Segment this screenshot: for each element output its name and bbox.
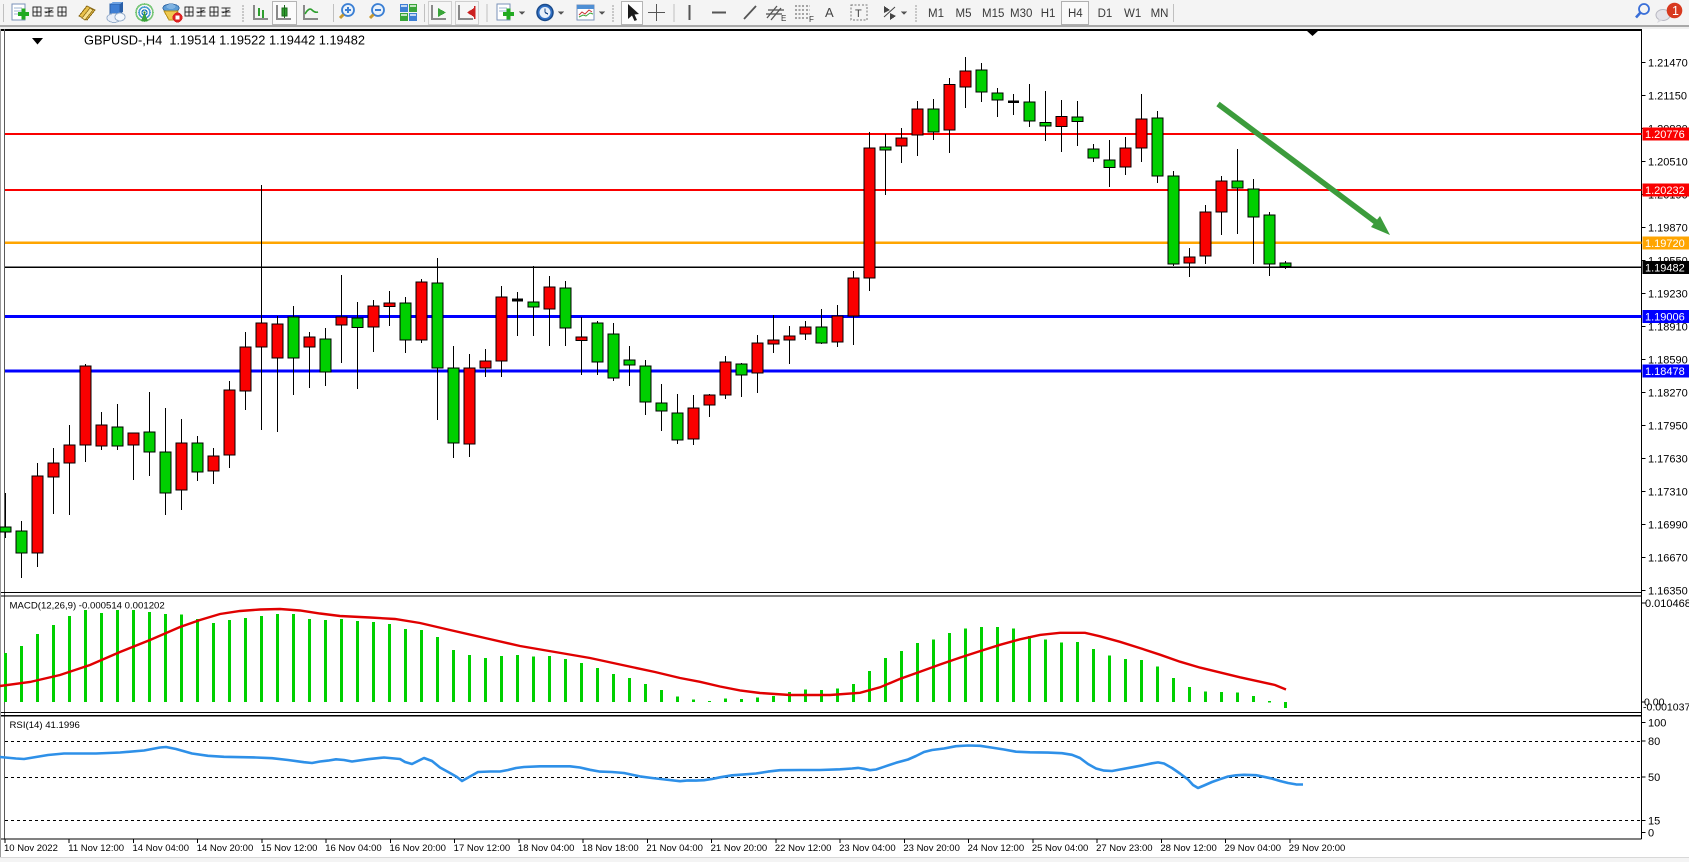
svg-text:1.17950: 1.17950 bbox=[1648, 421, 1688, 433]
svg-text:W1: W1 bbox=[1124, 8, 1141, 20]
svg-text:14 Nov 20:00: 14 Nov 20:00 bbox=[197, 843, 254, 854]
svg-text:MN: MN bbox=[1151, 8, 1169, 20]
svg-text:GBPUSD-,H4 1.19514 1.19522 1.: GBPUSD-,H4 1.19514 1.19522 1.19442 1.194… bbox=[84, 33, 365, 48]
svg-text:29 Nov 20:00: 29 Nov 20:00 bbox=[1289, 843, 1346, 854]
svg-text:1.17310: 1.17310 bbox=[1648, 487, 1688, 499]
svg-text:28 Nov 12:00: 28 Nov 12:00 bbox=[1160, 843, 1217, 854]
svg-text:1.18270: 1.18270 bbox=[1648, 388, 1688, 400]
svg-text:E: E bbox=[781, 14, 786, 23]
svg-text:RSI(14) 41.1996: RSI(14) 41.1996 bbox=[10, 720, 80, 731]
svg-text:1.16670: 1.16670 bbox=[1648, 553, 1688, 565]
svg-text:29 Nov 04:00: 29 Nov 04:00 bbox=[1225, 843, 1282, 854]
svg-text:23 Nov 20:00: 23 Nov 20:00 bbox=[903, 843, 960, 854]
svg-text:1.18910: 1.18910 bbox=[1648, 321, 1688, 333]
svg-text:M15: M15 bbox=[982, 8, 1004, 20]
svg-text:21 Nov 20:00: 21 Nov 20:00 bbox=[711, 843, 768, 854]
svg-text:1: 1 bbox=[1672, 4, 1679, 18]
svg-text:1.16990: 1.16990 bbox=[1648, 520, 1688, 532]
svg-text:D1: D1 bbox=[1098, 8, 1113, 20]
svg-text:1.19482: 1.19482 bbox=[1645, 263, 1685, 275]
svg-text:H4: H4 bbox=[1068, 8, 1083, 20]
svg-text:18 Nov 04:00: 18 Nov 04:00 bbox=[518, 843, 575, 854]
svg-text:-0.001037: -0.001037 bbox=[1643, 702, 1689, 714]
svg-text:1.18590: 1.18590 bbox=[1648, 354, 1688, 366]
svg-text:MACD(12,26,9) -0.000514 0.0012: MACD(12,26,9) -0.000514 0.001202 bbox=[10, 601, 165, 612]
svg-text:1.21150: 1.21150 bbox=[1648, 90, 1687, 102]
svg-text:16 Nov 20:00: 16 Nov 20:00 bbox=[389, 843, 446, 854]
svg-text:1.19006: 1.19006 bbox=[1645, 312, 1685, 324]
svg-text:M30: M30 bbox=[1010, 8, 1032, 20]
svg-text:M5: M5 bbox=[956, 8, 972, 20]
svg-text:80: 80 bbox=[1648, 736, 1660, 748]
svg-text:18 Nov 18:00: 18 Nov 18:00 bbox=[582, 843, 639, 854]
svg-text:21 Nov 04:00: 21 Nov 04:00 bbox=[646, 843, 703, 854]
svg-text:15: 15 bbox=[1648, 816, 1660, 828]
svg-text:100: 100 bbox=[1648, 718, 1666, 730]
svg-text:15 Nov 12:00: 15 Nov 12:00 bbox=[261, 843, 318, 854]
svg-text:50: 50 bbox=[1648, 772, 1660, 784]
svg-text:0: 0 bbox=[1648, 828, 1654, 840]
svg-text:22 Nov 12:00: 22 Nov 12:00 bbox=[775, 843, 832, 854]
svg-text:1.18478: 1.18478 bbox=[1645, 366, 1685, 378]
svg-text:14 Nov 04:00: 14 Nov 04:00 bbox=[132, 843, 189, 854]
svg-text:17 Nov 12:00: 17 Nov 12:00 bbox=[454, 843, 511, 854]
svg-text:F: F bbox=[809, 15, 814, 24]
svg-text:23 Nov 04:00: 23 Nov 04:00 bbox=[839, 843, 896, 854]
svg-text:16 Nov 04:00: 16 Nov 04:00 bbox=[325, 843, 382, 854]
svg-text:0.010468: 0.010468 bbox=[1645, 598, 1689, 610]
svg-text:1.19230: 1.19230 bbox=[1648, 288, 1688, 300]
svg-text:11 Nov 12:00: 11 Nov 12:00 bbox=[68, 843, 124, 854]
svg-text:1.20510: 1.20510 bbox=[1648, 156, 1688, 168]
svg-text:1.17630: 1.17630 bbox=[1648, 454, 1688, 466]
svg-text:10 Nov 2022: 10 Nov 2022 bbox=[4, 843, 58, 854]
svg-text:27 Nov 23:00: 27 Nov 23:00 bbox=[1096, 843, 1153, 854]
svg-text:1.21470: 1.21470 bbox=[1648, 57, 1688, 69]
svg-text:1.20232: 1.20232 bbox=[1645, 185, 1685, 197]
svg-text:1.19720: 1.19720 bbox=[1645, 238, 1685, 250]
svg-text:25 Nov 04:00: 25 Nov 04:00 bbox=[1032, 843, 1089, 854]
svg-text:T: T bbox=[855, 8, 862, 20]
svg-text:1.16350: 1.16350 bbox=[1648, 586, 1688, 598]
svg-text:24 Nov 12:00: 24 Nov 12:00 bbox=[968, 843, 1025, 854]
svg-text:1.19870: 1.19870 bbox=[1648, 222, 1688, 234]
svg-text:A: A bbox=[825, 5, 834, 20]
svg-text:1.20776: 1.20776 bbox=[1645, 129, 1685, 141]
svg-text:M1: M1 bbox=[928, 8, 944, 20]
svg-text:0.00: 0.00 bbox=[1644, 697, 1665, 709]
svg-text:H1: H1 bbox=[1041, 8, 1056, 20]
